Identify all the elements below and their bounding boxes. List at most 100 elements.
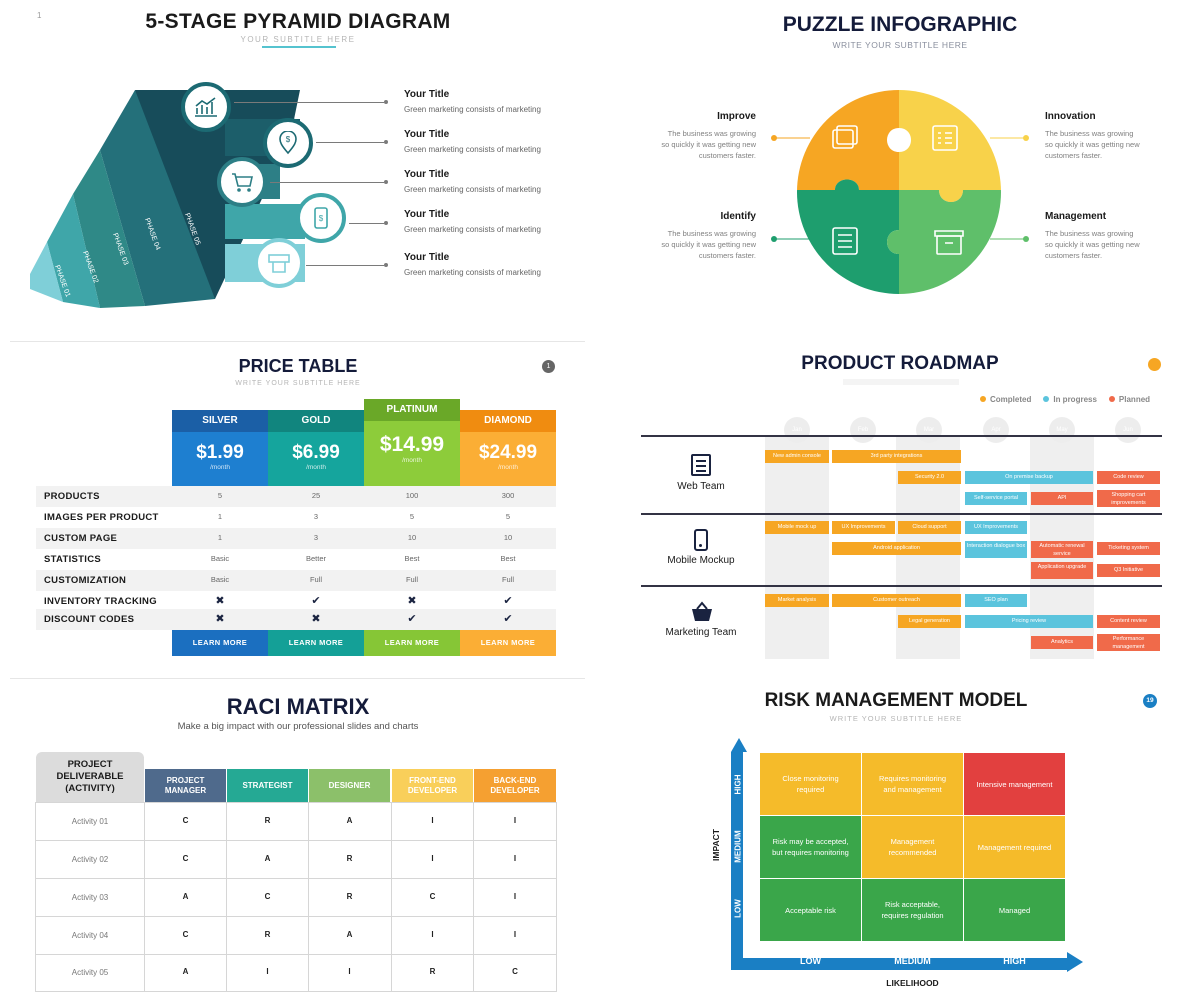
raci-cell: I (513, 816, 517, 825)
learn-more-button-silver[interactable]: LEARN MORE (172, 630, 268, 656)
grid-line (35, 840, 557, 841)
raci-cell: C (512, 967, 518, 976)
cell: Full (501, 575, 515, 584)
risk-cell: Intensive management (964, 753, 1065, 815)
puzzle-subtitle: WRITE YOUR SUBTITLE HERE (832, 40, 968, 50)
row-label: PRODUCTS (44, 491, 100, 502)
raci-cell: I (266, 967, 269, 976)
cell: Best (500, 554, 516, 563)
month-column (765, 437, 829, 659)
raci-cell: A (182, 967, 189, 976)
page-badge: 1 (542, 360, 555, 373)
row-label: INVENTORY TRACKING (44, 596, 157, 607)
y-level-low: LOW (733, 899, 743, 918)
raci-cell: I (431, 816, 434, 825)
raci-header: PROJECT MANAGER (145, 769, 226, 802)
risk-subtitle: WRITE YOUR SUBTITLE HERE (829, 714, 963, 723)
document-line (696, 470, 706, 472)
roadmap-title: PRODUCT ROADMAP (801, 353, 999, 374)
raci-subtitle: Make a big impact with our professional … (177, 721, 419, 732)
activity-label: Activity 04 (71, 931, 109, 940)
puzzle-desc-identify: The business was growing so quickly it w… (661, 229, 756, 260)
raci-cell: R (264, 816, 271, 825)
mark-icon: ✔ (311, 595, 321, 607)
mark-icon: ✖ (215, 613, 225, 625)
price-period: /month (306, 464, 326, 471)
task-bar: Automatic renewal service (1031, 541, 1093, 558)
puzzle-title: PUZZLE INFOGRAPHIC (782, 13, 1018, 36)
item-desc: Green marketing consists of marketing (404, 105, 541, 114)
svg-text:$: $ (319, 214, 324, 223)
item-title: Your Title (404, 252, 450, 263)
learn-more-button-diamond[interactable]: LEARN MORE (460, 630, 556, 656)
task-bar: Market analysis (765, 594, 829, 607)
month-label: Feb (850, 417, 876, 443)
plan-header-diamond: DIAMOND (460, 410, 556, 432)
mobile-phone-icon (694, 529, 708, 551)
pyramid-title: 5-STAGE PYRAMID DIAGRAM (145, 10, 451, 33)
raci-cell: C (182, 930, 189, 939)
cell: 1 (217, 533, 223, 542)
raci-corner-header: PROJECT DELIVERABLE (ACTIVITY) (36, 752, 144, 802)
table-row: CUSTOMIZATION Basic Full Full Full (36, 570, 556, 591)
raci-header: STRATEGIST (227, 769, 308, 802)
task-bar: Application upgrade (1031, 562, 1093, 579)
raci-cell: I (431, 930, 434, 939)
legend-label: Completed (990, 395, 1032, 404)
task-bar: Self-service portal (965, 492, 1027, 505)
roadmap-badge (1148, 358, 1161, 371)
risk-cell: Close monitoring required (760, 753, 861, 815)
connector-line (316, 142, 384, 143)
task-bar: Performance management (1097, 634, 1160, 651)
roadmap-subtitle (843, 379, 959, 385)
cart-icon (217, 157, 267, 207)
month-label: May (1049, 417, 1075, 443)
raci-cell: C (429, 892, 436, 901)
task-bar: Android application (832, 542, 961, 555)
grid-line (35, 954, 557, 955)
team-label-marketing: Marketing Team (665, 627, 737, 638)
risk-cell: Requires monitoring and management (862, 753, 963, 815)
row-label: CUSTOMIZATION (44, 575, 127, 586)
learn-more-button-platinum[interactable]: LEARN MORE (364, 630, 460, 656)
item-desc: Green marketing consists of marketing (404, 225, 541, 234)
legend-item: Completed (980, 395, 1031, 404)
puzzle-desc-innovation: The business was growing so quickly it w… (1045, 129, 1140, 160)
plan-header-gold: GOLD (268, 410, 364, 432)
task-bar: Security 2.0 (898, 471, 961, 484)
learn-more-button-gold[interactable]: LEARN MORE (268, 630, 364, 656)
risk-cell: Management required (964, 816, 1065, 878)
row-label: DISCOUNT CODES (44, 614, 135, 625)
plan-price-silver: $1.99 /month (172, 432, 268, 486)
raci-grid (35, 802, 557, 992)
activity-label: Activity 02 (71, 855, 109, 864)
pyramid-layer-3 (73, 150, 145, 308)
pyramid-layer-4 (100, 90, 215, 306)
puzzle-label-improve: Improve (717, 111, 756, 122)
task-bar: 3rd party integrations (832, 450, 961, 463)
task-bar: Interaction dialogue box (965, 541, 1027, 558)
raci-header: FRONT-END DEVELOPER (392, 769, 473, 802)
raci-cell: R (346, 892, 353, 901)
mobile-payment-icon: $ (296, 193, 346, 243)
row-label: CUSTOM PAGE (44, 533, 118, 544)
legend-dot (980, 396, 986, 402)
x-level-medium: MEDIUM (894, 956, 931, 966)
raci-cell: R (346, 854, 353, 863)
grid-line (226, 802, 227, 992)
connector-line (349, 223, 384, 224)
grid-line (308, 802, 309, 992)
row-divider (641, 513, 1162, 515)
puzzle-connectors (771, 135, 1029, 242)
month-label: Mar (916, 417, 942, 443)
raci-header: DESIGNER (309, 769, 390, 802)
pyramid-subtitle: YOUR SUBTITLE HERE (240, 35, 356, 44)
svg-text:$: $ (286, 135, 291, 144)
document-line (696, 465, 706, 467)
mark-icon: ✖ (407, 595, 417, 607)
connector-dot (384, 100, 388, 104)
cell: 10 (407, 533, 417, 542)
y-axis-label: IMPACT (711, 829, 721, 861)
grid-line (144, 802, 145, 992)
mark-icon: ✔ (503, 613, 513, 625)
